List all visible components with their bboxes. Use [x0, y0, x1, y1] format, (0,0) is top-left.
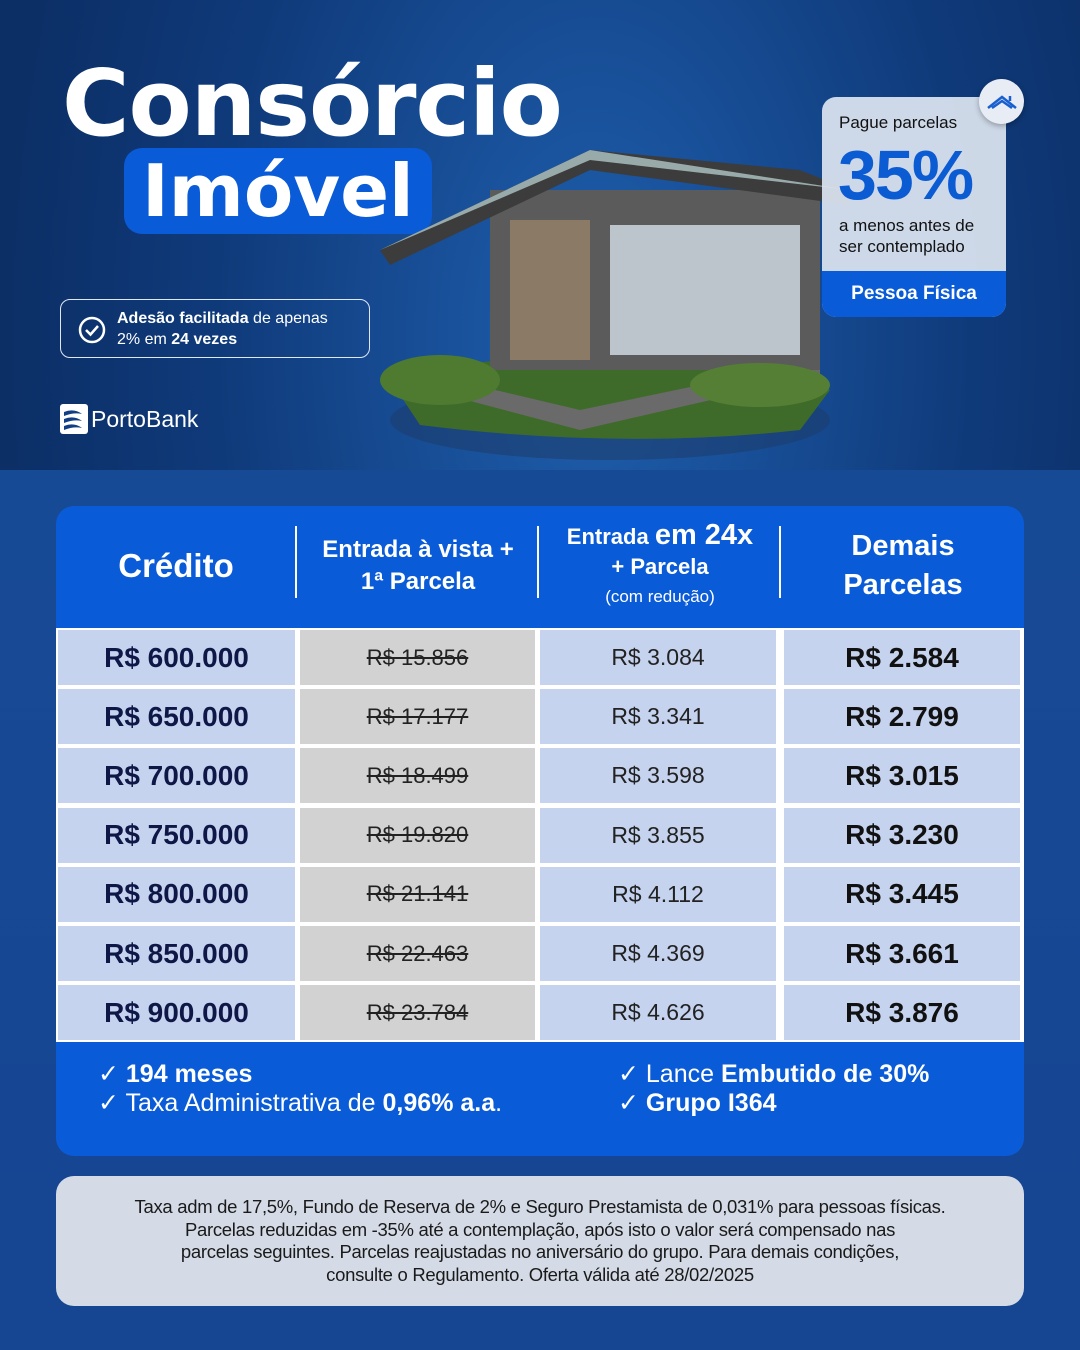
feature-text: Taxa Administrativa de	[125, 1089, 383, 1117]
check-icon: ✓	[98, 1060, 119, 1088]
check-icon: ✓	[618, 1060, 639, 1088]
demais-parcelas-cell: R$ 2.584	[784, 630, 1020, 685]
credit-cell: R$ 750.000	[58, 807, 295, 863]
header-divider	[537, 526, 539, 598]
entrada-24x-cell: R$ 4.626	[540, 985, 776, 1041]
adesao-bold1: Adesão facilitada	[117, 310, 249, 327]
credit-cell: R$ 900.000	[58, 985, 295, 1041]
promo-line2: a menos antes de ser contemplado	[839, 215, 974, 257]
credit-cell: R$ 650.000	[58, 689, 295, 745]
header-text: + Parcela	[611, 554, 709, 579]
header-text: Parcelas	[843, 569, 963, 601]
features-right: ✓ Lance Embutido de 30% ✓ Grupo I364	[618, 1060, 929, 1118]
adesao-text2: 2% em	[117, 331, 172, 348]
entrada-vista-cell: R$ 15.856	[300, 630, 535, 685]
header-text: em 24x	[654, 519, 754, 551]
feature-item: ✓ Taxa Administrativa de 0,96% a.a.	[98, 1089, 502, 1118]
pessoa-fisica-badge: Pessoa Física	[822, 271, 1006, 317]
demais-parcelas-cell: R$ 3.230	[784, 807, 1020, 863]
brand-name: PortoBank	[91, 405, 199, 432]
header-note: (com redução)	[605, 587, 715, 606]
adesao-bold2: 24 vezes	[171, 331, 238, 348]
demais-parcelas-cell: R$ 2.799	[784, 689, 1020, 745]
feature-text: 194 meses	[125, 1060, 253, 1088]
feature-item: ✓ Grupo I364	[618, 1089, 929, 1118]
adesao-badge: Adesão facilitada de apenas 2% em 24 vez…	[60, 299, 370, 358]
feature-item: ✓ Lance Embutido de 30%	[618, 1060, 929, 1089]
features-left: ✓ 194 meses ✓ Taxa Administrativa de 0,9…	[98, 1060, 502, 1118]
disclaimer: Taxa adm de 17,5%, Fundo de Reserva de 2…	[56, 1176, 1024, 1306]
entrada-vista-cell: R$ 17.177	[300, 689, 535, 745]
check-icon: ✓	[98, 1089, 119, 1117]
check-circle-icon	[78, 316, 106, 344]
demais-parcelas-cell: R$ 3.445	[784, 866, 1020, 922]
header-text: Entrada em 24x	[567, 520, 753, 552]
demais-parcelas-cell: R$ 3.015	[784, 748, 1020, 804]
promo-line3-text: ser contemplado	[839, 237, 965, 256]
header-text: Entrada à vista +	[322, 536, 514, 563]
credit-cell: R$ 700.000	[58, 748, 295, 804]
pricing-table: Crédito Entrada à vista + 1ª Parcela Entr…	[56, 506, 1024, 1156]
promo-percent: 35%	[838, 136, 974, 214]
entrada-vista-cell: R$ 19.820	[300, 807, 535, 863]
entrada-24x-cell: R$ 4.112	[540, 866, 776, 922]
promo-line1: Pague parcelas	[839, 113, 958, 132]
house-image	[380, 150, 850, 460]
demais-parcelas-cell: R$ 3.661	[784, 926, 1020, 981]
disclaimer-line: consulte o Regulamento. Oferta válida at…	[326, 1263, 754, 1285]
feature-item: ✓ 194 meses	[98, 1060, 502, 1089]
entrada-24x-cell: R$ 3.341	[540, 689, 776, 745]
credit-cell: R$ 800.000	[58, 866, 295, 922]
disclaimer-line: parcelas seguintes. Parcelas reajustadas…	[180, 1241, 900, 1262]
table-body: R$ 600.000 R$ 15.856 R$ 3.084 R$ 2.584 R$ 65…	[56, 628, 1024, 1042]
credit-cell: R$ 850.000	[58, 926, 295, 981]
credit-cell: R$ 600.000	[58, 630, 295, 685]
feature-text-bold: Embutido de 30%	[720, 1060, 930, 1088]
promo-card: Pague parcelas 35% a menos antes de ser c…	[822, 97, 1006, 317]
header-entrada-24x: Entrada em 24x + Parcela (com redução)	[540, 506, 780, 626]
entrada-vista-cell: R$ 22.463	[300, 926, 535, 981]
portobank-logo-icon	[60, 404, 88, 434]
entrada-24x-cell: R$ 3.598	[540, 748, 776, 804]
hero-title: Consórcio	[62, 50, 563, 157]
promo-line2-text: a menos antes de	[839, 216, 975, 235]
header-demais-parcelas: Demais Parcelas	[782, 506, 1024, 626]
header-text: 1ª Parcela	[360, 568, 476, 595]
header-credito-text: Crédito	[118, 547, 234, 584]
feature-text-bold: Grupo I364	[645, 1089, 777, 1117]
entrada-vista-cell: R$ 23.784	[300, 985, 535, 1041]
feature-text: Lance	[645, 1060, 721, 1088]
header-text: Demais	[851, 530, 955, 562]
portobank-logo: PortoBank	[60, 404, 198, 434]
header-divider	[295, 526, 297, 598]
entrada-24x-cell: R$ 4.369	[540, 926, 776, 981]
header-credito: Crédito	[56, 506, 296, 626]
entrada-24x-cell: R$ 3.084	[540, 630, 776, 685]
header-entrada-vista: Entrada à vista + 1ª Parcela	[298, 506, 538, 626]
feature-text-bold: 0,96% a.a	[382, 1089, 496, 1117]
hero-subtitle: Imóvel	[124, 148, 432, 234]
demais-parcelas-cell: R$ 3.876	[784, 985, 1020, 1041]
entrada-24x-cell: R$ 3.855	[540, 807, 776, 863]
header-divider	[779, 526, 781, 598]
entrada-vista-cell: R$ 18.499	[300, 748, 535, 804]
house-roof-icon	[979, 79, 1024, 124]
adesao-text1: de apenas	[248, 310, 328, 327]
header-text: Entrada	[566, 524, 655, 549]
check-icon: ✓	[618, 1089, 639, 1117]
disclaimer-line: Taxa adm de 17,5%, Fundo de Reserva de 2…	[134, 1196, 946, 1217]
entrada-vista-cell: R$ 21.141	[300, 866, 535, 922]
feature-period: .	[495, 1089, 503, 1117]
disclaimer-line: Parcelas reduzidas em -35% até a contemp…	[184, 1218, 896, 1240]
